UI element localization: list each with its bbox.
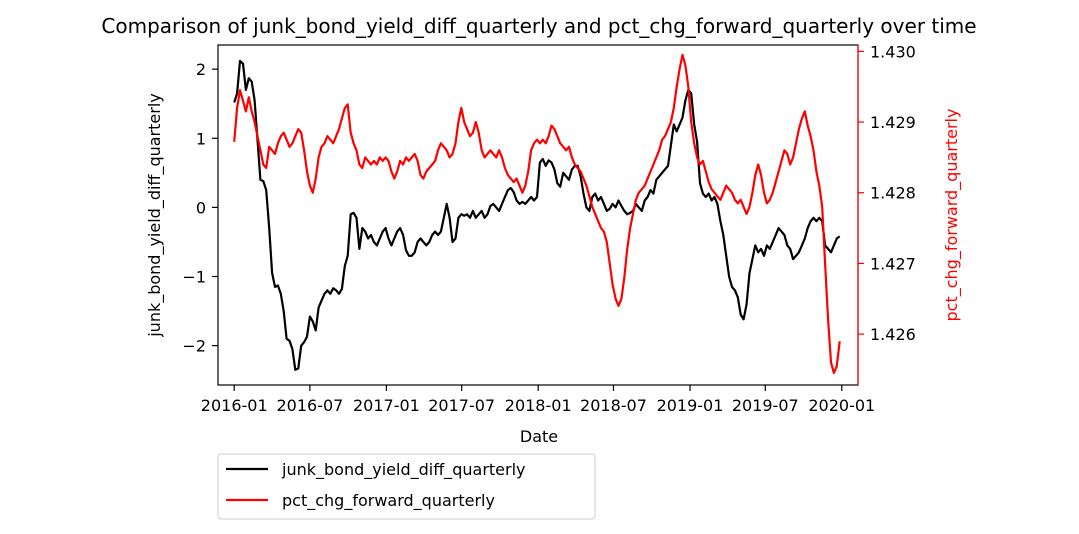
x-tick-label: 2016-01 (201, 396, 268, 415)
x-tick-label: 2016-07 (276, 396, 343, 415)
x-tick-label: 2017-07 (428, 396, 495, 415)
left-y-tick-label: −2 (182, 337, 206, 356)
series-line-junk-bond-yield-diff-quarterly (233, 59, 841, 371)
right-y-axis-label: pct_chg_forward_quarterly (942, 109, 962, 322)
legend-label-pct: pct_chg_forward_quarterly (282, 491, 495, 511)
x-tick-label: 2020-01 (808, 396, 875, 415)
left-y-tick-label: 1 (196, 129, 206, 148)
plot-frame (217, 44, 859, 386)
right-y-tick-label: 1.427 (870, 254, 916, 273)
left-y-tick-label: 2 (196, 60, 206, 79)
chart-title: Comparison of junk_bond_yield_diff_quart… (101, 14, 976, 38)
left-y-tick-label: −1 (182, 268, 206, 287)
left-y-axis-ticks: 2 1 0 −1 −2 (182, 60, 218, 356)
right-y-tick-label: 1.426 (870, 325, 916, 344)
x-tick-label: 2018-01 (505, 396, 572, 415)
x-axis-label: Date (520, 427, 558, 446)
x-tick-label: 2018-07 (580, 396, 647, 415)
x-axis-ticks: 2016-01 2016-07 2017-01 2017-07 2018-01 2018-… (201, 385, 875, 415)
legend-box (217, 453, 596, 520)
x-tick-label: 2019-07 (732, 396, 799, 415)
legend-label-junk: junk_bond_yield_diff_quarterly (281, 460, 526, 480)
x-tick-label: 2019-01 (657, 396, 724, 415)
left-y-tick-label: 0 (196, 198, 206, 217)
right-y-axis-ticks: 1.430 1.429 1.428 1.427 1.426 (858, 42, 916, 344)
left-y-axis-label: junk_bond_yield_diff_quarterly (145, 93, 165, 338)
series-line-pct-chg-forward-quarterly (233, 53, 841, 375)
legend: junk_bond_yield_diff_quarterly pct_chg_f… (217, 453, 596, 520)
series-lines (233, 53, 841, 375)
right-y-tick-label: 1.428 (870, 184, 916, 203)
right-y-tick-label: 1.429 (870, 113, 916, 132)
right-y-tick-label: 1.430 (870, 42, 916, 61)
x-tick-label: 2017-01 (353, 396, 420, 415)
